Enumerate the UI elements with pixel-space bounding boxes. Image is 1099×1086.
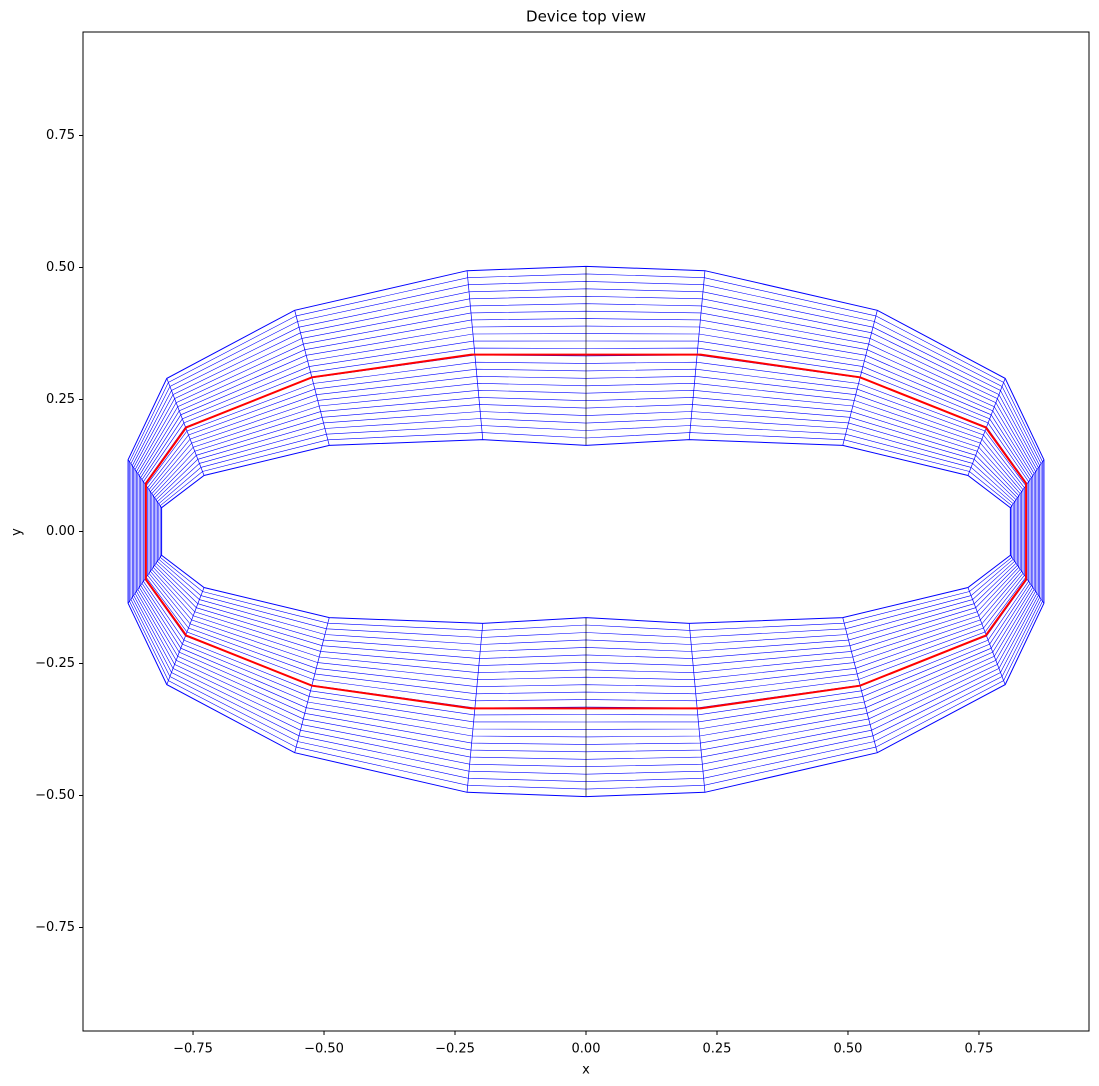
y-tick-label: 0.50 — [46, 260, 75, 275]
y-tick-label: −0.75 — [35, 920, 75, 935]
x-tick-label: 0.75 — [964, 1042, 993, 1057]
y-tick-label: 0.00 — [46, 524, 75, 539]
x-tick-label: −0.75 — [173, 1042, 213, 1057]
x-tick-label: 0.50 — [834, 1042, 863, 1057]
mesh-edge — [127, 555, 162, 604]
mesh-line — [159, 432, 1013, 631]
chart-title: Device top view — [526, 8, 646, 26]
y-tick-label: 0.25 — [46, 392, 75, 407]
boundary — [127, 265, 1045, 798]
y-axis-label: y — [10, 528, 25, 536]
centerline — [144, 353, 1028, 710]
x-tick-label: −0.25 — [435, 1042, 475, 1057]
mesh-line — [157, 418, 1015, 645]
boundary — [161, 439, 1011, 624]
x-axis-label: x — [582, 1063, 590, 1078]
y-tick-label: 0.75 — [46, 128, 75, 143]
mesh-line — [155, 411, 1017, 652]
x-tick-label: 0.25 — [703, 1042, 732, 1057]
y-tick-label: −0.25 — [35, 656, 75, 671]
mesh-line — [158, 425, 1014, 638]
y-tick-label: −0.50 — [35, 788, 75, 803]
plot-frame — [82, 31, 1090, 1032]
mesh-edge — [127, 459, 162, 508]
x-tick-label: −0.50 — [304, 1042, 344, 1057]
mesh-edge — [1010, 555, 1045, 604]
mesh-edge — [1010, 459, 1045, 508]
x-tick-label: 0.00 — [572, 1042, 601, 1057]
